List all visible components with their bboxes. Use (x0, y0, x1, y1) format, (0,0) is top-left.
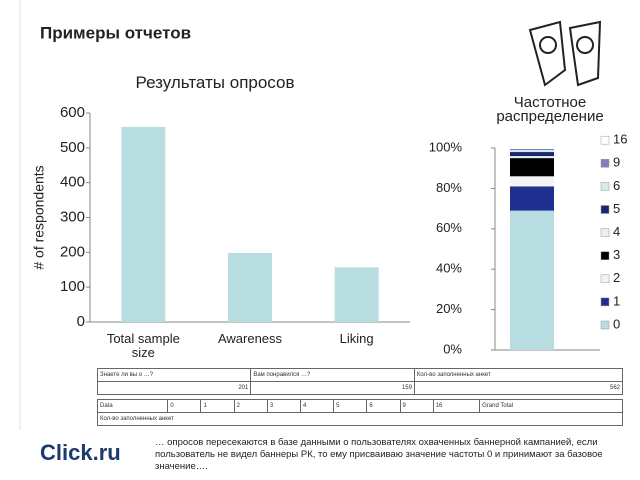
table-cell: Data (96, 399, 169, 413)
slide-title: Примеры отчетов (40, 23, 191, 42)
legend-swatch (600, 320, 610, 330)
y-tick-label: 600 (60, 104, 85, 121)
y-tick-label: 100% (429, 139, 463, 154)
table-cell: 16 (432, 399, 481, 413)
table-cell: 562 (413, 381, 624, 395)
bar (121, 126, 166, 322)
legend-swatch (600, 159, 610, 168)
y-tick-label: 200 (60, 243, 85, 260)
chart-title: Частотное распределение (496, 96, 604, 125)
table-cell: 159 (250, 381, 415, 395)
legend-label: 4 (613, 224, 620, 239)
table-row: Знаете ли вы о …? Вам понравился …? Кол-во… (96, 368, 624, 382)
legend-label: 3 (613, 247, 620, 262)
bar-segment (510, 176, 554, 187)
table-cell: Вам понравился …? (250, 368, 415, 382)
bar-segment (510, 210, 554, 350)
legend-label: 1 (613, 293, 620, 308)
bar (334, 267, 379, 322)
legend-label: 2 (613, 270, 620, 285)
legend-swatch (600, 182, 610, 191)
y-tick-label: 100 (60, 278, 85, 295)
bar-segment (510, 149, 554, 151)
logo: Click.ru (40, 440, 121, 465)
table-row: Data 0 1 2 3 4 5 6 9 16 Grand Total (96, 399, 623, 413)
x-tick-label-box: Total sample size (106, 332, 180, 360)
table-row: 201 159 562 (96, 381, 624, 395)
legend-swatch (600, 251, 610, 260)
legend-label: 5 (613, 201, 620, 216)
chart-title: Результаты опросов (135, 76, 295, 92)
y-tick-label: 500 (60, 139, 85, 156)
y-tick-label: 0% (443, 341, 462, 356)
x-tick-label: Total sample size (106, 332, 180, 360)
table-cell: 201 (96, 381, 252, 395)
y-tick-label: 300 (60, 208, 85, 225)
y-tick-label: 20% (436, 301, 462, 316)
y-tick-label: 0 (77, 313, 85, 330)
table-cell: 2 (233, 399, 268, 413)
decor-icon (528, 20, 602, 87)
bar-segment (510, 148, 554, 150)
y-axis-label: # of respondents (31, 165, 47, 269)
table-cell: 6 (366, 399, 401, 413)
table-row: Кол-во заполненных анкет (97, 412, 623, 426)
y-tick-label: 400 (60, 174, 85, 191)
x-tick-label-box: Liking (339, 332, 374, 346)
legend-swatch (600, 135, 610, 145)
y-tick-label: 40% (436, 261, 462, 276)
x-tick-label-box: Awareness (217, 332, 283, 346)
legend-label: 16 (613, 132, 627, 147)
frequency-table: Data 0 1 2 3 4 5 6 9 16 Grand Total Кол-во заполнен… (96, 399, 623, 426)
bar-segment (510, 150, 554, 153)
chart-title-box: Частотное распределение (496, 96, 604, 125)
bar-segment (510, 152, 554, 157)
bar-segment (510, 156, 554, 159)
legend-label: 9 (613, 155, 620, 170)
x-tick-label: Liking (339, 332, 374, 346)
table-cell: 4 (299, 399, 335, 413)
table-cell: 9 (399, 399, 434, 413)
chart-title-box: Результаты опросов (135, 76, 295, 92)
table-cell: 0 (167, 399, 202, 413)
legend-swatch (600, 228, 610, 237)
table-cell: Grand Total (479, 399, 623, 413)
table-cell: Кол-во заполненных анкет (413, 368, 624, 382)
table-cell: 3 (266, 399, 302, 413)
bar-segment (510, 158, 554, 177)
x-tick-label: Awareness (217, 332, 283, 346)
table-cell: 5 (333, 399, 368, 413)
summary-table: Знаете ли вы о …? Вам понравился …? Кол-во… (96, 368, 624, 395)
table-cell: Знаете ли вы о …? (96, 368, 252, 382)
legend-swatch (600, 274, 610, 284)
table-cell: Кол-во заполненных анкет (97, 412, 623, 426)
y-tick-label: 60% (436, 220, 462, 235)
footnote: … опросов пересекаются в базе данными о … (155, 437, 603, 472)
bar-segment (510, 186, 554, 211)
y-tick-label: 80% (436, 180, 462, 195)
table-cell: 1 (200, 399, 235, 413)
legend-label: 0 (613, 316, 620, 331)
legend-swatch (600, 205, 610, 214)
legend-swatch (600, 297, 610, 307)
bar (228, 253, 272, 322)
legend-label: 6 (613, 178, 620, 193)
